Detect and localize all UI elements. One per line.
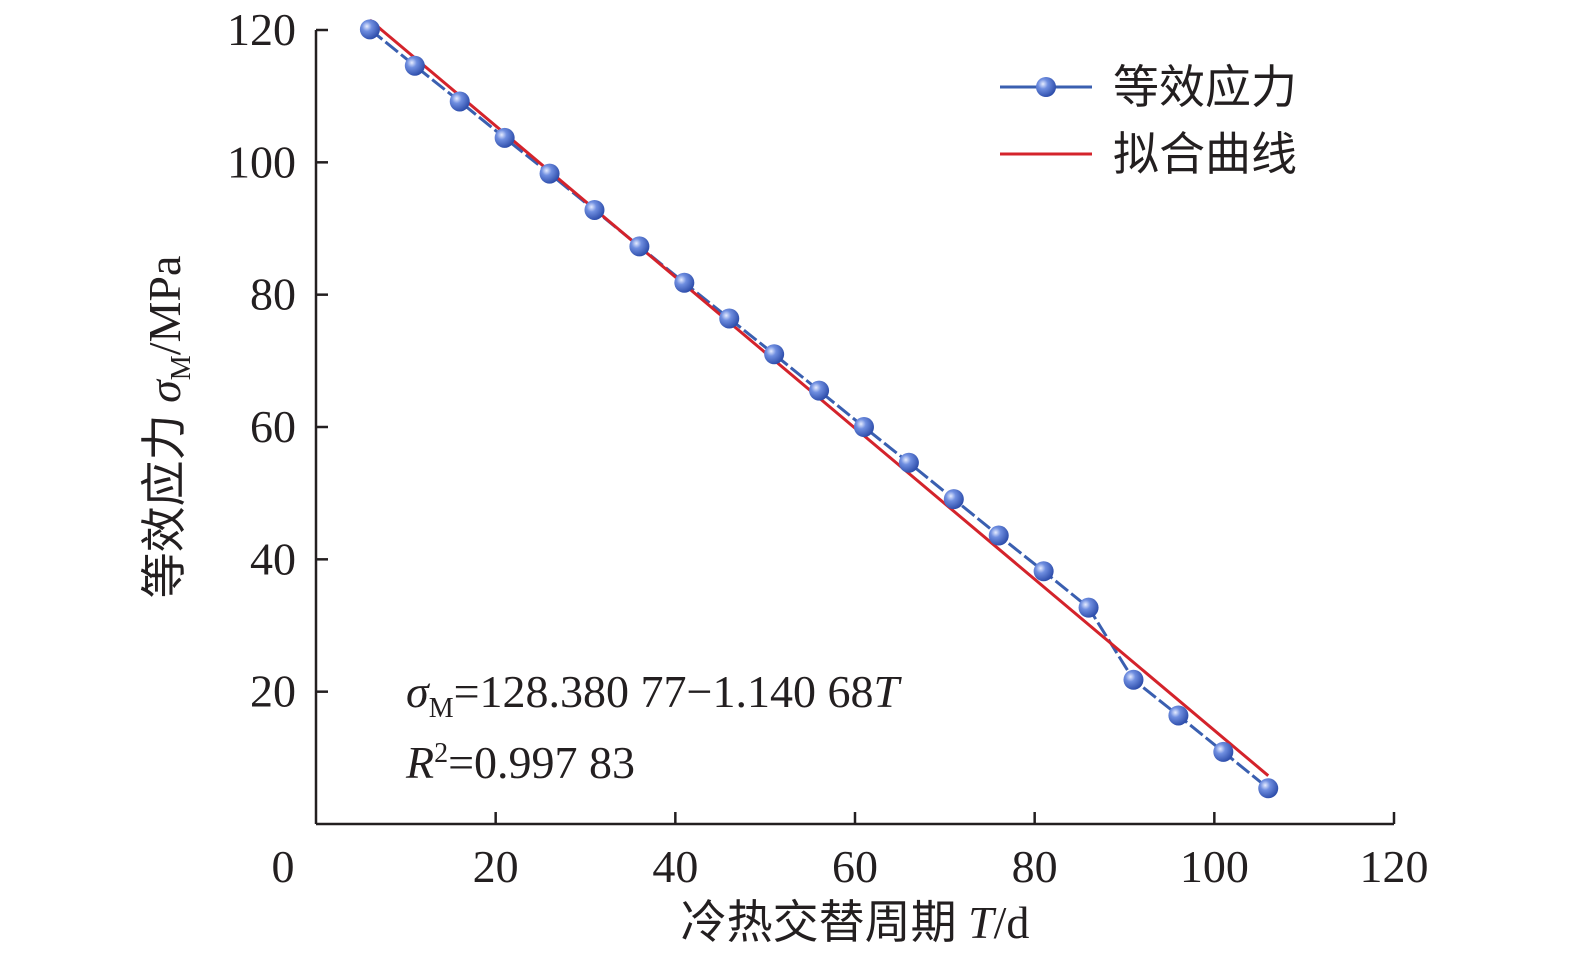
y-ticks: 20 40 60 80 100 120 (227, 4, 328, 717)
data-point (494, 127, 515, 148)
data-point (719, 308, 740, 329)
data-point (539, 163, 560, 184)
data-point (449, 91, 470, 112)
data-point (404, 55, 425, 76)
series-line-equivalent-stress (368, 28, 1270, 790)
x-tick-label: 40 (652, 841, 698, 892)
y-tick-label: 120 (227, 4, 296, 55)
y-tick-label: 60 (250, 401, 296, 452)
r-squared: R2=0.997 83 (405, 737, 635, 788)
data-point (674, 272, 695, 293)
data-point (359, 19, 380, 40)
data-point (1033, 561, 1054, 582)
legend-item-equivalent-stress: 等效应力 (1000, 62, 1297, 113)
y-tick-label: 40 (250, 533, 296, 584)
data-point (1078, 597, 1099, 618)
legend-item-fit-curve: 拟合曲线 (1000, 129, 1297, 180)
legend-label-stress: 等效应力 (1113, 62, 1297, 113)
legend-label-fit: 拟合曲线 (1113, 129, 1297, 180)
x-tick-label: 120 (1360, 841, 1429, 892)
x-tick-label: 80 (1012, 841, 1058, 892)
legend: 等效应力 拟合曲线 (1000, 62, 1297, 180)
data-point (1168, 705, 1189, 726)
data-point (1123, 669, 1144, 690)
fit-equation: σM=128.380 77−1.140 68T (406, 666, 902, 724)
data-point (629, 236, 650, 257)
y-tick-label: 80 (250, 269, 296, 320)
y-axis-title: 等效应力 σM/MPa (139, 256, 197, 599)
y-tick-label: 100 (227, 136, 296, 187)
data-point (943, 489, 964, 510)
x-tick-label: 60 (832, 841, 878, 892)
x-tick-label: 20 (473, 841, 519, 892)
x-tick-label: 0 (272, 841, 295, 892)
data-point (809, 380, 830, 401)
data-point (988, 525, 1009, 546)
data-point (853, 417, 874, 437)
x-ticks: 0 20 40 60 80 100 120 (272, 812, 1429, 892)
x-tick-label: 100 (1180, 841, 1249, 892)
x-axis-title: 冷热交替周期 T/d (681, 897, 1030, 948)
data-point (1213, 741, 1234, 762)
data-point (584, 199, 605, 220)
data-point (898, 452, 919, 473)
data-point (1258, 778, 1279, 799)
legend-swatch-marker (1036, 77, 1056, 97)
series-layer (359, 18, 1279, 799)
data-point (764, 344, 785, 365)
y-tick-label: 20 (250, 666, 296, 717)
